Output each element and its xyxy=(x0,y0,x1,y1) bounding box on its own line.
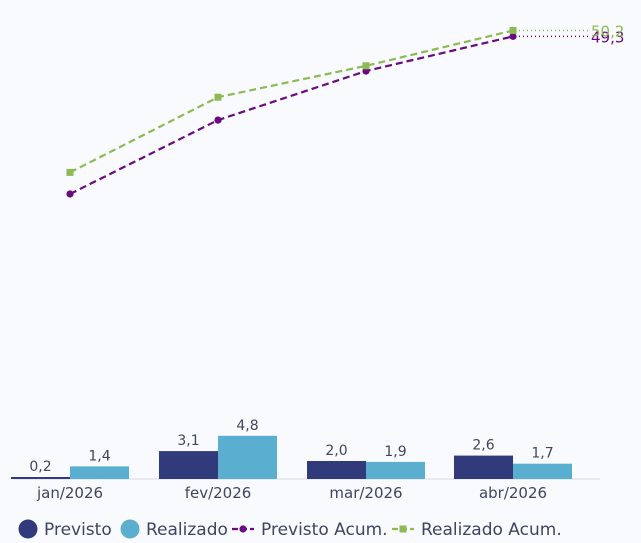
legend-swatch-realizado xyxy=(120,519,140,539)
x-tick-jan-2026: jan/2026 xyxy=(36,484,103,502)
bar-realizado-mar-2026 xyxy=(366,461,425,479)
end-label-realizado-acum: 50,2 xyxy=(591,22,624,40)
x-tick-fev-2026: fev/2026 xyxy=(185,484,252,502)
data-label-previsto-mar-2026: 2,0 xyxy=(325,443,347,459)
x-tick-mar-2026: mar/2026 xyxy=(329,484,402,502)
end-label-previsto-acum: 49,3 xyxy=(591,28,624,46)
data-label-previsto-fev-2026: 3,1 xyxy=(177,433,199,449)
line-path-realizado-acum xyxy=(69,29,514,174)
legend-item-previsto-acum: Previsto Acum. xyxy=(232,520,388,540)
legend-item-realizado-acum: Realizado Acum. xyxy=(392,520,562,540)
legend-label-realizado: Realizado xyxy=(146,520,228,540)
legend-label-previsto-acum: Previsto Acum. xyxy=(261,520,388,540)
data-label-realizado-mar-2026: 1,9 xyxy=(384,444,406,460)
marker-previsto-acum-abr-2026 xyxy=(509,32,517,40)
x-axis-tick-labels: jan/2026 fev/2026 mar/2026 abr/2026 xyxy=(36,484,547,502)
bar-labels-group: 0,2 1,4 3,1 4,8 2,0 1,9 2,6 1,7 xyxy=(29,418,553,475)
bar-previsto-abr-2026 xyxy=(454,455,513,479)
line-series-group: 49,350,2 xyxy=(66,22,624,198)
legend-swatch-marker-previsto-acum xyxy=(239,525,247,533)
marker-previsto-acum-fev-2026 xyxy=(214,116,222,124)
bar-realizado-fev-2026 xyxy=(218,435,277,479)
bar-previsto-fev-2026 xyxy=(159,451,218,479)
legend-label-realizado-acum: Realizado Acum. xyxy=(421,520,562,540)
bar-previsto-mar-2026 xyxy=(307,461,366,479)
legend-item-realizado: Realizado xyxy=(120,519,228,540)
data-label-previsto-jan-2026: 0,2 xyxy=(29,459,51,475)
bar-realizado-abr-2026 xyxy=(513,463,572,479)
legend-item-previsto: Previsto xyxy=(18,519,112,540)
bar-previsto-jan-2026 xyxy=(11,477,70,479)
legend-swatch-previsto xyxy=(18,519,38,539)
bar-series-group xyxy=(11,435,572,479)
marker-previsto-acum-jan-2026 xyxy=(66,190,74,198)
marker-realizado-acum-jan-2026 xyxy=(66,168,74,176)
legend: Previsto Realizado Previsto Acum. Realizado… xyxy=(18,519,562,540)
bar-realizado-jan-2026 xyxy=(70,466,129,479)
x-tick-abr-2026: abr/2026 xyxy=(479,484,547,502)
data-label-realizado-jan-2026: 1,4 xyxy=(88,448,110,464)
marker-realizado-acum-fev-2026 xyxy=(214,93,222,101)
data-label-previsto-abr-2026: 2,6 xyxy=(472,438,494,454)
legend-swatch-marker-realizado-acum xyxy=(399,525,407,533)
data-label-realizado-fev-2026: 4,8 xyxy=(236,418,258,434)
marker-realizado-acum-mar-2026 xyxy=(362,62,370,70)
line-series-previsto-acum: 49,3 xyxy=(66,28,624,198)
line-path-previsto-acum xyxy=(69,35,514,195)
legend-label-previsto: Previsto xyxy=(44,520,112,540)
marker-realizado-acum-abr-2026 xyxy=(509,26,517,34)
data-label-realizado-abr-2026: 1,7 xyxy=(531,446,553,462)
line-series-realizado-acum: 50,2 xyxy=(66,22,624,176)
